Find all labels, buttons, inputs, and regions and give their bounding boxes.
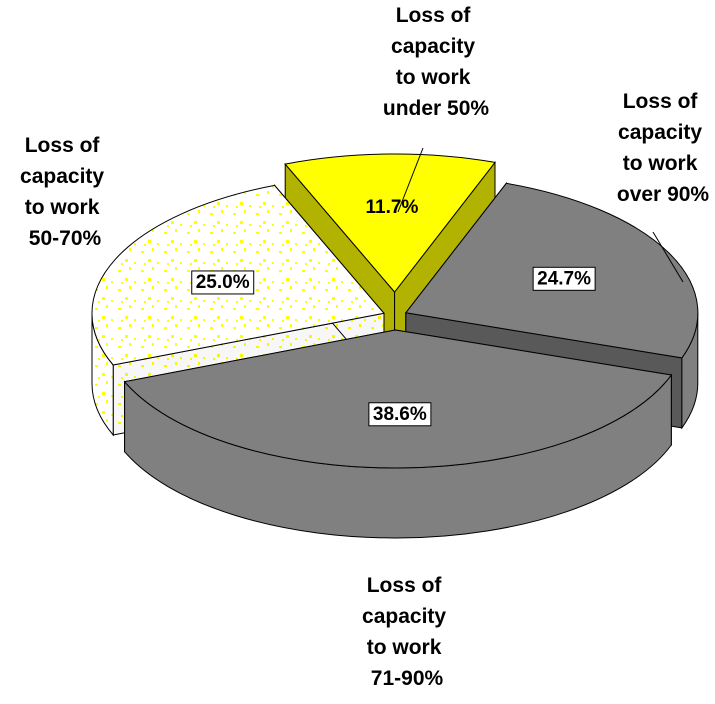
pie-slice: [123, 329, 673, 539]
value-label-box: [532, 266, 596, 291]
category-label: Loss of capacity to work under 50%: [383, 4, 490, 120]
value-label-box: [191, 270, 255, 295]
value-label-box: [368, 402, 432, 427]
leader-line: [397, 147, 424, 213]
value-label: 38.6%: [373, 404, 427, 425]
value-label: 24.7%: [537, 268, 591, 289]
category-label: Loss of capacity to work over 90%: [617, 90, 710, 206]
pie-top: [284, 153, 496, 293]
category-label: Loss of capacity to work 50-70%: [20, 134, 110, 250]
category-label: Loss of capacity to work 71-90%: [362, 574, 452, 690]
value-label: 11.7%: [366, 197, 419, 218]
value-label: 25.0%: [196, 272, 250, 293]
leader-line: [652, 231, 684, 283]
pie-top: [123, 329, 673, 469]
